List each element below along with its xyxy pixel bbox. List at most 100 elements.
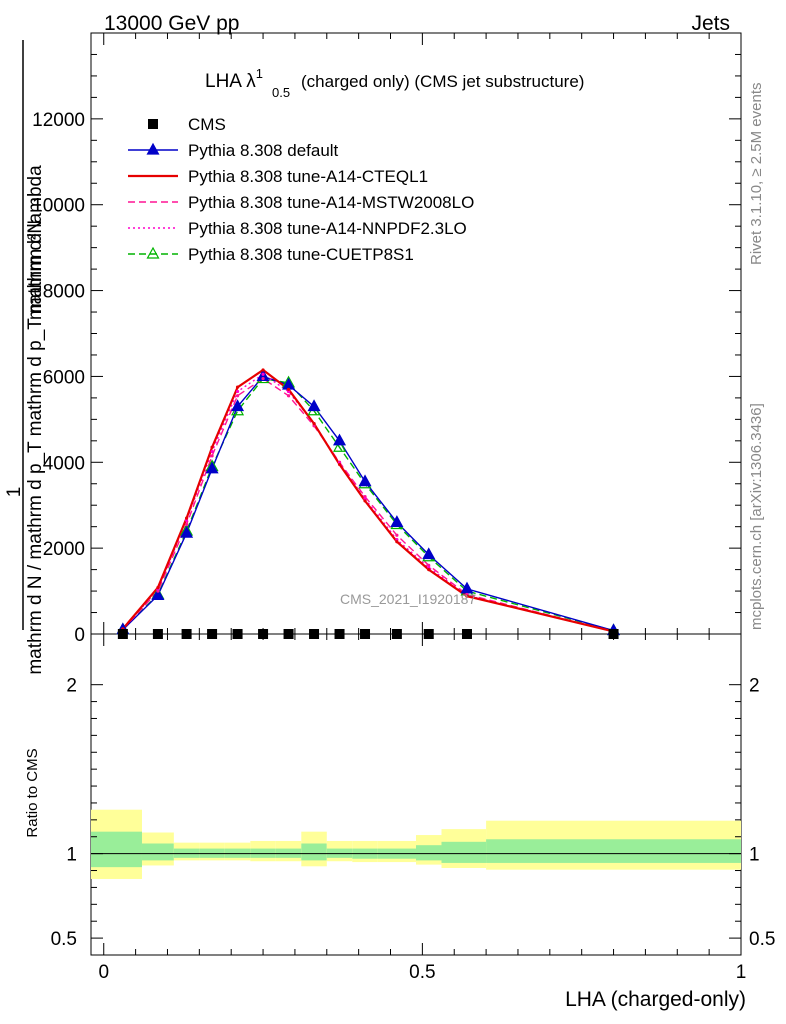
ratio-panel-frame [90,633,742,956]
x-tick-label: 0 [98,962,109,983]
y-axis-label: 1 mathrm d²N mathrm d N / mathrm d p_T m… [4,40,46,675]
legend-entry: CMS [148,115,226,134]
data-point-2 [156,586,160,590]
data-point-0 [360,629,371,639]
data-point-0 [309,629,320,639]
legend: CMS Pythia 8.308 default Pythia 8.308 tune… [128,115,474,264]
data-point-2 [337,462,342,467]
data-point-3 [235,394,240,398]
y-tick-label: 8000 [43,282,85,303]
legend-label: Pythia 8.308 tune-A14-NNPDF2.3LO [188,219,467,238]
data-point-4 [235,389,240,394]
data-point-1 [333,433,347,446]
series-markers [116,368,621,639]
ratio-inner-band [301,843,327,861]
data-point-0 [207,629,218,639]
data-point-1 [358,474,372,487]
legend-entry: Pythia 8.308 tune-A14-MSTW2008LO [128,193,474,212]
data-point-0 [334,629,345,639]
data-point-3 [286,394,291,398]
rivet-label: Rivet 3.1.10, ≥ 2.5M events [748,83,765,266]
analysis-id: CMS_2021_I1920187 [340,591,476,607]
data-point-2 [465,594,469,598]
y-tick-label: 4000 [43,453,85,474]
data-point-5 [333,440,347,452]
data-point-1 [180,525,194,538]
series-line-5 [122,377,614,632]
series-line-1 [122,375,614,632]
data-point-0 [181,629,192,639]
data-point-2 [363,499,367,503]
ratio-tick-label-right: 1 [749,845,760,866]
data-point-4 [210,449,214,454]
ratio-inner-band [486,839,741,863]
data-point-0 [283,629,294,639]
legend-marker [146,142,160,155]
data-point-1 [307,399,321,412]
chart-title: LHA λ1 0.5 (charged only) (CMS jet subst… [205,66,584,100]
legend-label: Pythia 8.308 default [188,141,339,160]
legend-marker [148,119,158,129]
data-point-2 [395,540,399,544]
data-point-0 [117,629,128,639]
ratio-tick-label-right: 0.5 [749,929,775,950]
y-tick-label: 12000 [32,110,85,131]
data-point-2 [261,368,265,372]
ratio-axis-ticks: 0.5 0.5 1 1 2 2 [51,676,776,950]
ratio-y-label: Ratio to CMS [24,748,41,837]
data-point-1 [151,588,165,600]
data-point-2 [427,568,431,572]
data-point-1 [205,461,219,474]
x-tick-label: 1 [736,962,747,983]
legend-label: Pythia 8.308 tune-CUETP8S1 [188,245,414,264]
ratio-tick-label: 1 [66,845,77,866]
data-point-0 [391,629,402,639]
data-point-3 [395,533,399,537]
data-point-2 [286,387,291,391]
legend-entry: Pythia 8.308 tune-A14-CTEQL1 [128,167,428,186]
series-line-3 [122,377,614,633]
data-point-0 [152,629,163,639]
ratio-bands [91,809,741,879]
series-lines [122,368,614,633]
data-point-0 [423,629,434,639]
data-point-0 [232,629,243,639]
title-subscript: 0.5 [272,85,290,100]
data-point-0 [461,629,472,639]
legend-entry: Pythia 8.308 default [128,141,339,160]
ratio-inner-band [416,845,442,861]
y-tick-label: 10000 [32,196,85,217]
data-point-0 [608,629,619,639]
legend-marker [146,246,160,259]
title-rest: (charged only) (CMS jet substructure) [301,72,584,91]
data-point-4 [261,372,265,376]
ratio-tick-label: 0.5 [51,929,77,950]
data-point-2 [235,385,240,389]
ratio-inner-band [91,831,142,868]
energy-label: 13000 GeV pp [104,12,239,35]
legend-label: Pythia 8.308 tune-A14-CTEQL1 [188,167,428,186]
data-point-0 [258,629,269,639]
data-point-3 [210,454,214,458]
data-point-3 [261,376,265,381]
legend-label: CMS [188,115,226,134]
data-point-2 [184,516,189,520]
y-tick-label: 0 [74,625,85,646]
data-point-1 [390,515,404,527]
y-label-denominator: mathrm d N / mathrm d p_T mathrm d p_T m… [25,165,46,675]
y-label-top: 1 [4,487,25,498]
x-tick-label: 0.5 [409,962,435,983]
legend-entry: Pythia 8.308 tune-A14-NNPDF2.3LO [128,219,467,238]
svg-text:LHA λ1: LHA λ1 [205,66,263,92]
data-point-2 [312,422,316,426]
data-point-3 [184,522,189,527]
x-axis-label: LHA (charged-only) [565,988,746,1011]
legend-entry: Pythia 8.308 tune-CUETP8S1 [128,245,414,264]
ratio-inner-band [441,841,487,863]
y-tick-label: 6000 [43,367,85,388]
data-point-1 [422,547,436,560]
mcplots-label: mcplots.cern.ch [arXiv:1306.3436] [748,403,765,630]
series-line-2 [122,368,614,633]
main-axis-ticks: 0 2000 4000 6000 8000 10000 12000 0 0.5 1 [32,33,746,983]
